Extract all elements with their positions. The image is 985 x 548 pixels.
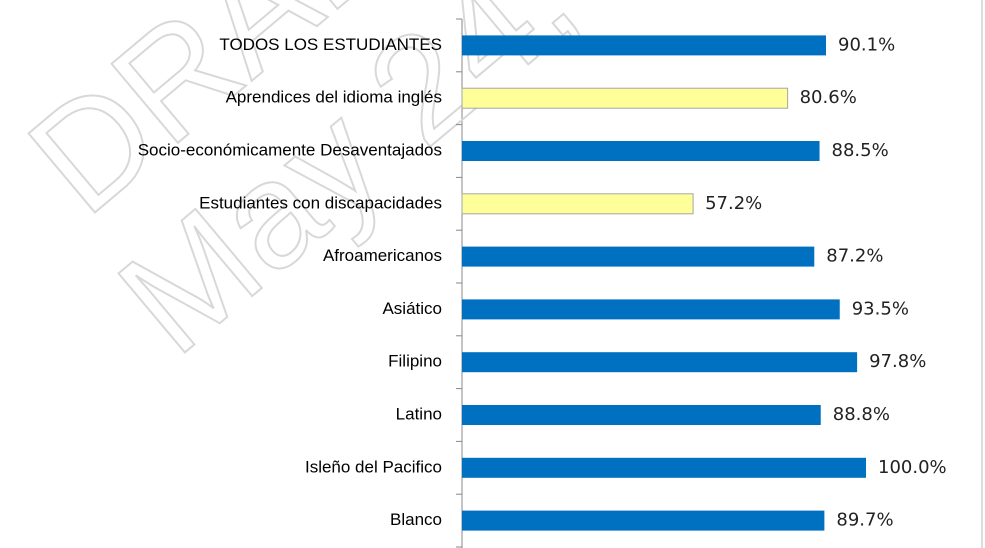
value-label: 87.2% <box>826 246 883 267</box>
value-label: 88.5% <box>832 140 889 161</box>
value-label: 80.6% <box>800 87 857 108</box>
bar <box>462 352 858 373</box>
value-label: 88.8% <box>833 404 890 425</box>
bar <box>462 405 821 425</box>
value-label: 100.0% <box>878 457 947 478</box>
category-label: Asiático <box>382 299 442 318</box>
value-label: 90.1% <box>838 34 895 55</box>
value-label: 97.8% <box>869 351 926 372</box>
category-label: Filipino <box>388 352 442 371</box>
bar <box>461 193 694 215</box>
bar <box>462 457 866 478</box>
category-label: Estudiantes con discapacidades <box>199 193 442 212</box>
bar <box>462 141 820 161</box>
bar <box>462 299 840 320</box>
value-label: 93.5% <box>852 298 909 319</box>
category-label: Latino <box>396 404 442 423</box>
bar <box>462 246 815 267</box>
value-label: 57.2% <box>705 193 762 214</box>
category-label: Blanco <box>390 510 442 529</box>
category-label: TODOS LOS ESTUDIANTES <box>219 35 442 54</box>
value-label: 89.7% <box>836 510 893 531</box>
category-label: Afroamericanos <box>323 246 442 265</box>
bar <box>462 35 827 56</box>
category-label: Aprendices del idioma inglés <box>226 88 442 107</box>
category-label: Isleño del Pacifico <box>305 457 442 476</box>
bar <box>461 87 789 109</box>
category-label: Socio-económicamente Desaventajados <box>138 140 442 159</box>
bar <box>462 510 825 531</box>
